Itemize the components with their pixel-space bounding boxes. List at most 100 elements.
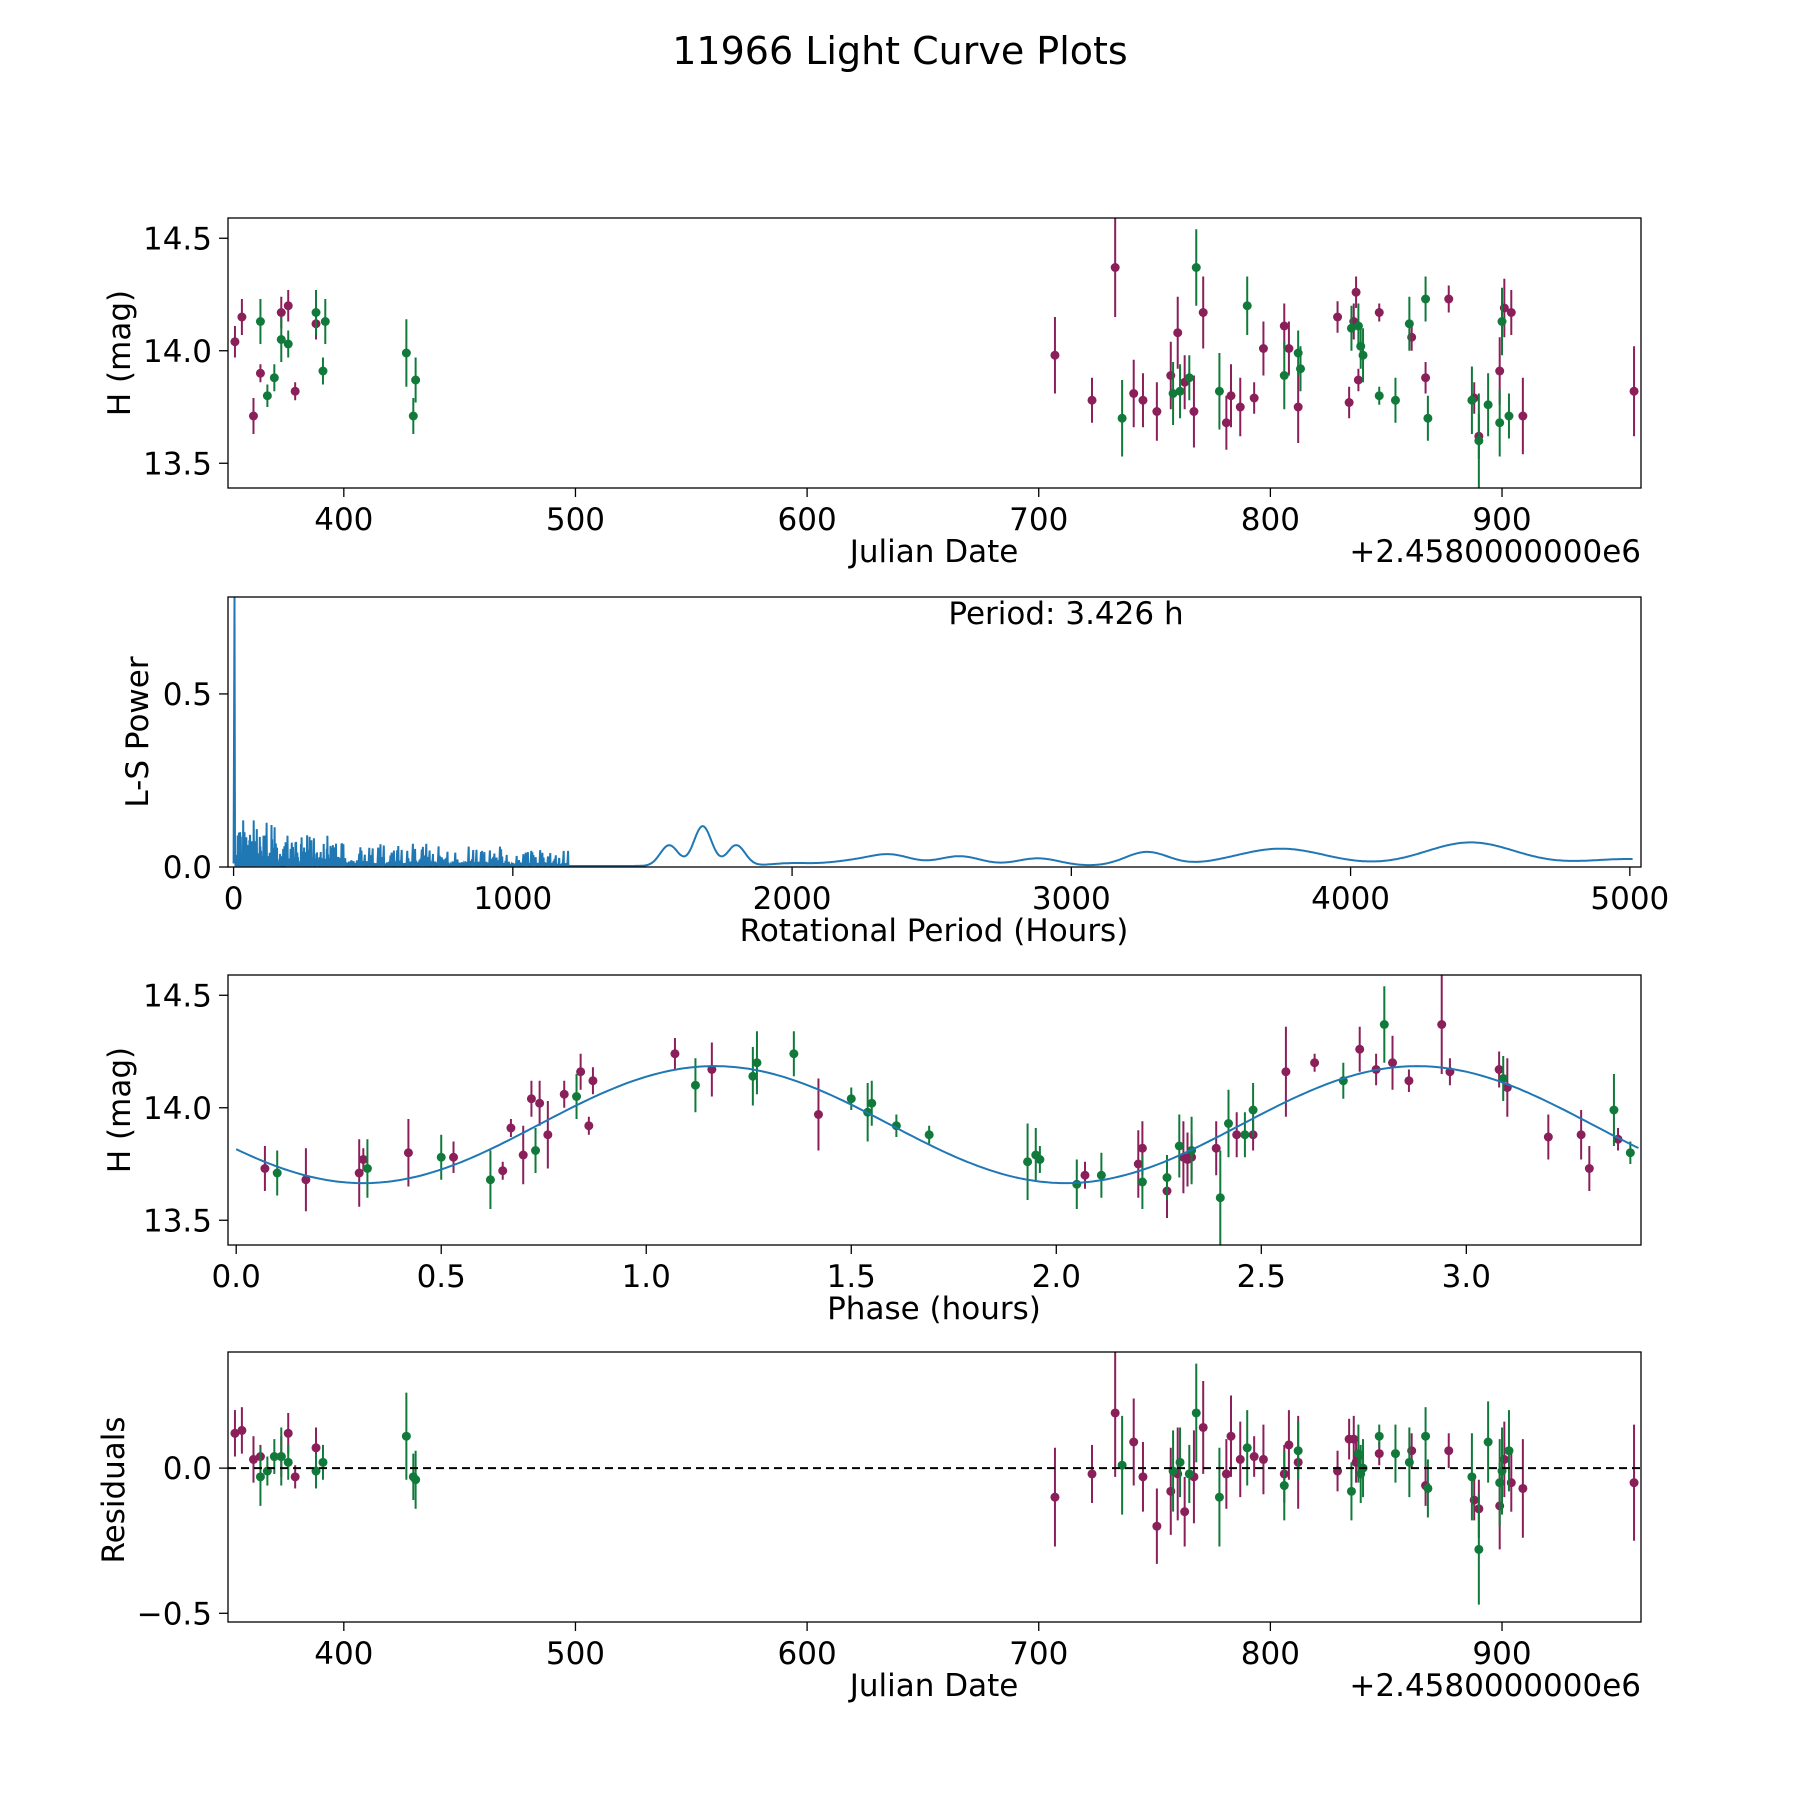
data-point-filter-a bbox=[1293, 402, 1303, 412]
lightcurve-panel: 400 500 600 700 800 900 13.5 14.0 14.5 Julian Da… bbox=[102, 217, 1642, 570]
data-point-filter-a bbox=[1374, 308, 1384, 317]
data-point-filter-a bbox=[1226, 391, 1236, 401]
data-point-filter-a bbox=[518, 1150, 528, 1160]
data-point-filter-a bbox=[1258, 344, 1268, 353]
data-point-filter-a bbox=[506, 1123, 516, 1133]
lightcurve-xlabel: Julian Date bbox=[848, 534, 1019, 570]
data-point-filter-a bbox=[1110, 263, 1120, 272]
data-point-filter-b bbox=[411, 1475, 421, 1485]
data-point-filter-b bbox=[1467, 395, 1477, 405]
data-point-filter-b bbox=[1483, 400, 1493, 410]
data-point-filter-b bbox=[1421, 294, 1431, 304]
data-point-filter-a bbox=[1355, 1044, 1365, 1054]
data-point-filter-b bbox=[1214, 1492, 1224, 1502]
data-point-filter-a bbox=[1087, 1469, 1097, 1479]
x-tick-label: 900 bbox=[1472, 1636, 1531, 1672]
data-point-filter-a bbox=[1506, 308, 1516, 317]
phased-plot-frame bbox=[227, 974, 1642, 1246]
x-tick-label: 400 bbox=[314, 502, 373, 538]
data-point-filter-a bbox=[1110, 1408, 1120, 1418]
data-point-filter-a bbox=[1152, 1521, 1162, 1531]
data-point-filter-b bbox=[1404, 319, 1414, 329]
data-point-filter-a bbox=[1444, 294, 1454, 304]
data-point-filter-a bbox=[526, 1094, 536, 1104]
phased-panel: 0.0 0.5 1.0 1.5 2.0 2.5 3.0 13.5 14.0 14.5 Phase … bbox=[102, 974, 1642, 1327]
data-point-filter-b bbox=[362, 1164, 372, 1173]
data-point-filter-a bbox=[707, 1065, 717, 1074]
data-point-filter-a bbox=[543, 1130, 553, 1140]
lightcurve-marks bbox=[230, 218, 1639, 488]
x-tick-label: 0.0 bbox=[212, 1259, 261, 1295]
data-point-filter-a bbox=[1349, 1434, 1359, 1444]
data-point-filter-b bbox=[1467, 1472, 1477, 1482]
data-point-filter-a bbox=[1351, 287, 1361, 297]
data-point-filter-b bbox=[401, 1431, 411, 1441]
data-point-filter-b bbox=[1504, 1446, 1514, 1456]
data-point-filter-a bbox=[1388, 1058, 1398, 1068]
data-point-filter-b bbox=[283, 339, 293, 349]
lightcurve-offset-label: +2.4580000000e6 bbox=[1349, 534, 1641, 570]
data-point-filter-b bbox=[1504, 411, 1514, 421]
data-point-filter-a bbox=[1138, 1472, 1148, 1482]
lightcurve-plot-frame bbox=[227, 217, 1642, 489]
data-point-filter-b bbox=[485, 1175, 495, 1185]
data-point-filter-a bbox=[449, 1152, 459, 1162]
x-tick-label: 500 bbox=[546, 502, 605, 538]
data-point-filter-a bbox=[1543, 1132, 1553, 1142]
x-tick-label: 5000 bbox=[1590, 881, 1669, 917]
x-tick-label: 1000 bbox=[473, 881, 552, 917]
data-point-filter-a bbox=[1129, 1437, 1139, 1447]
data-point-filter-a bbox=[1281, 1067, 1291, 1077]
data-point-filter-b bbox=[272, 1168, 282, 1178]
data-point-filter-b bbox=[867, 1098, 877, 1108]
data-point-filter-b bbox=[276, 335, 286, 344]
periodogram-annotation: Period: 3.426 h bbox=[948, 596, 1183, 632]
x-tick-label: 3000 bbox=[1032, 881, 1111, 917]
data-point-filter-b bbox=[1474, 436, 1484, 446]
data-point-filter-b bbox=[269, 1452, 279, 1462]
data-point-filter-a bbox=[1444, 1446, 1454, 1456]
data-point-filter-b bbox=[262, 391, 272, 401]
data-point-filter-b bbox=[1223, 1119, 1233, 1128]
data-point-filter-a bbox=[1437, 1020, 1447, 1029]
data-point-filter-a bbox=[1344, 398, 1354, 407]
data-point-filter-a bbox=[1198, 1422, 1208, 1432]
data-point-filter-b bbox=[1175, 386, 1185, 396]
data-point-filter-a bbox=[1518, 1483, 1528, 1493]
data-point-filter-b bbox=[1279, 371, 1289, 380]
data-point-filter-a bbox=[1258, 1454, 1268, 1464]
data-point-filter-b bbox=[411, 375, 421, 385]
data-point-filter-a bbox=[813, 1110, 823, 1119]
x-tick-label: 0.5 bbox=[417, 1259, 466, 1295]
data-point-filter-a bbox=[1133, 1159, 1143, 1169]
data-point-filter-a bbox=[237, 312, 247, 322]
data-point-filter-a bbox=[301, 1175, 311, 1185]
data-point-filter-a bbox=[1087, 395, 1097, 405]
data-point-filter-b bbox=[255, 1472, 265, 1482]
data-point-filter-a bbox=[290, 1472, 300, 1482]
data-point-filter-a bbox=[1495, 366, 1505, 376]
data-point-filter-b bbox=[436, 1152, 446, 1162]
data-point-filter-b bbox=[1379, 1020, 1389, 1029]
data-point-filter-b bbox=[531, 1146, 541, 1155]
residuals-marks bbox=[228, 1352, 1641, 1605]
data-point-filter-a bbox=[260, 1164, 270, 1173]
data-point-filter-a bbox=[670, 1049, 680, 1059]
data-point-filter-a bbox=[1249, 1452, 1259, 1462]
data-point-filter-b bbox=[1242, 301, 1252, 311]
data-point-filter-b bbox=[401, 348, 411, 358]
periodogram-power-line bbox=[232, 597, 1633, 867]
data-point-filter-b bbox=[789, 1049, 799, 1059]
x-tick-label: 0 bbox=[224, 881, 244, 917]
x-tick-label: 700 bbox=[1009, 502, 1068, 538]
data-point-filter-a bbox=[1279, 321, 1289, 331]
x-tick-label: 400 bbox=[314, 1636, 373, 1672]
data-point-filter-b bbox=[1346, 1486, 1356, 1496]
data-point-filter-a bbox=[283, 1428, 293, 1438]
data-point-filter-b bbox=[1474, 1544, 1484, 1554]
data-point-filter-a bbox=[1404, 1076, 1414, 1086]
y-tick-label: 13.5 bbox=[143, 446, 212, 482]
residuals-xlabel: Julian Date bbox=[848, 1668, 1019, 1704]
data-point-filter-b bbox=[1215, 1193, 1225, 1203]
phased-axes: 0.0 0.5 1.0 1.5 2.0 2.5 3.0 13.5 14.0 14.5 bbox=[143, 978, 1491, 1295]
